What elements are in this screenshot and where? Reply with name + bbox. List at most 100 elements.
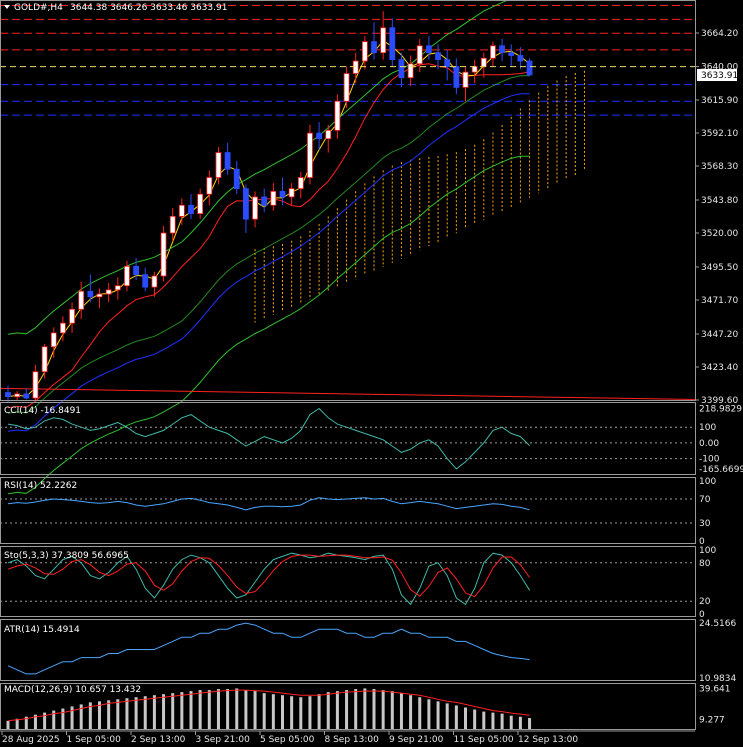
price-tick-label: 3447.20	[701, 330, 738, 340]
macd-histogram-bar	[198, 690, 202, 729]
trend-line	[0, 387, 696, 400]
price-tick-label: 3471.70	[701, 296, 738, 306]
macd-histogram-bar	[491, 712, 495, 729]
macd-histogram-bar	[152, 695, 156, 729]
macd-tick-label: 39.641	[699, 684, 731, 694]
ohlc-values: 3644.38 3646.26 3633.46 3633.91	[70, 3, 227, 13]
candle-body	[23, 393, 30, 399]
macd-histogram-bar	[509, 715, 513, 729]
macd-histogram-bar	[418, 697, 422, 729]
macd-histogram-bar	[427, 699, 431, 729]
time-tick-label: 28 Aug 2025	[2, 735, 60, 745]
candle-body	[425, 45, 432, 54]
macd-histogram-bar	[33, 714, 37, 729]
macd-histogram-bar	[271, 694, 275, 729]
candle-body	[169, 215, 176, 234]
time-tick-label: 12 Sep 13:00	[518, 735, 578, 745]
macd-histogram-bar	[399, 693, 403, 729]
candle-body	[343, 73, 350, 102]
price-tick-label: 3664.20	[701, 29, 738, 39]
price-pane	[0, 0, 696, 495]
candle-body	[96, 293, 103, 298]
macd-histogram-bar	[473, 709, 477, 729]
pane-border-sto	[0, 546, 696, 617]
rsi-pane	[0, 497, 695, 524]
candle-body	[462, 71, 469, 88]
macd-histogram-bar	[281, 695, 284, 729]
candle-body	[517, 55, 524, 62]
rsi-tick-label: 100	[699, 477, 716, 487]
macd-histogram-bar	[143, 696, 147, 729]
pane-border-atr	[0, 619, 696, 681]
price-tick-label: 3423.40	[701, 363, 738, 373]
macd-histogram-bar	[24, 716, 28, 729]
candle-body	[32, 371, 39, 399]
macd-histogram-bar	[500, 713, 504, 729]
time-tick-label: 5 Sep 05:00	[260, 735, 315, 745]
candle-body	[361, 41, 368, 62]
macd-histogram-bar	[235, 688, 239, 729]
candle-body	[389, 27, 396, 61]
time-tick-label: 2 Sep 13:00	[131, 735, 186, 745]
macd-histogram-bar	[354, 689, 358, 729]
macd-histogram-bar	[180, 692, 184, 729]
macd-histogram-bar	[363, 688, 367, 729]
macd-histogram-bar	[162, 694, 166, 729]
macd-histogram-bar	[226, 689, 230, 729]
candle-body	[471, 66, 478, 73]
slow-ma-line	[7, 93, 530, 432]
symbol-dropdown-icon[interactable]	[4, 5, 10, 9]
time-tick-label: 9 Sep 21:00	[389, 735, 444, 745]
stochastic-tick-label: 0	[699, 610, 705, 620]
macd-histogram-bar	[464, 707, 467, 729]
macd-histogram-bar	[262, 693, 266, 729]
atr-line	[7, 622, 530, 675]
price-tick-label: 3640.00	[701, 63, 738, 73]
macd-histogram-bar	[436, 701, 440, 729]
candle-body	[41, 346, 48, 373]
candle-body	[261, 196, 268, 206]
candle-body	[279, 191, 286, 198]
atr-tick-label: 10.9834	[699, 674, 736, 684]
cci-tick-label: -165.6699	[699, 465, 743, 475]
macd-histogram-bar	[409, 695, 413, 729]
candle-body	[252, 196, 258, 220]
candle-body	[270, 191, 277, 206]
macd-histogram-bar	[454, 705, 458, 729]
candle-body	[142, 274, 149, 288]
macd-histogram-bar	[189, 691, 193, 729]
macd-histogram-bar	[216, 689, 220, 729]
macd-histogram-bar	[299, 697, 303, 729]
price-tick-label: 3543.80	[701, 196, 738, 206]
rsi-tick-label: 70	[699, 495, 711, 505]
candle-body	[499, 45, 506, 54]
macd-histogram-bar	[518, 716, 522, 729]
macd-histogram-bar	[253, 691, 257, 729]
cci-tick-label: 100	[699, 423, 716, 433]
symbol-timeframe: GOLD#,H4	[14, 3, 63, 13]
stochastic-tick-label: 100	[699, 546, 716, 556]
rsi-tick-label: 30	[699, 519, 711, 529]
middle-band-line	[7, 75, 530, 414]
stochastic-pane	[0, 552, 695, 606]
stochastic-tick-label: 80	[699, 559, 711, 569]
current-price-label: 3633.91	[701, 71, 738, 81]
macd-pane	[6, 688, 532, 729]
candle-body	[444, 59, 451, 67]
candle-body	[480, 57, 487, 67]
macd-histogram-bar	[116, 699, 120, 729]
macd-signal-line	[7, 689, 530, 722]
stochastic-k-line	[7, 552, 531, 606]
atr-label: ATR(14) 15.4914	[4, 625, 80, 635]
candle-body	[151, 275, 158, 288]
macd-histogram-bar	[125, 698, 129, 729]
macd-histogram-bar	[345, 690, 349, 729]
macd-histogram-bar	[43, 712, 47, 729]
candle-body	[160, 232, 167, 277]
time-tick-label: 3 Sep 21:00	[196, 735, 251, 745]
price-tick-label: 3520.00	[701, 229, 738, 239]
candle-body	[325, 129, 332, 140]
macd-histogram-bar	[482, 711, 486, 729]
macd-tick-label: 9.277	[699, 715, 725, 725]
candle-body	[416, 45, 423, 65]
